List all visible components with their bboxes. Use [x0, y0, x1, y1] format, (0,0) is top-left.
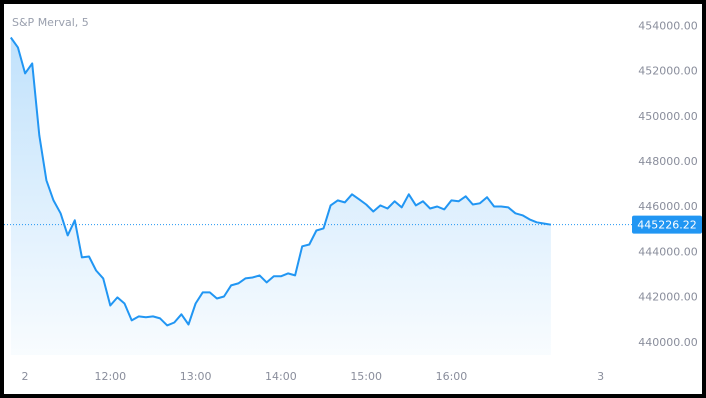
y-tick-label: 450000.00: [638, 110, 698, 123]
x-tick-label: 14:00: [265, 370, 297, 383]
x-tick-label: 2: [22, 370, 29, 383]
last-price-badge: [632, 215, 702, 234]
area: [10, 37, 551, 355]
y-tick-label: 446000.00: [638, 200, 698, 213]
y-tick-label: 448000.00: [638, 155, 698, 168]
y-tick-label: 444000.00: [638, 245, 698, 258]
y-tick-label: 452000.00: [638, 65, 698, 78]
y-tick-label: 440000.00: [638, 336, 698, 349]
x-tick-label: 15:00: [350, 370, 382, 383]
chart-title: S&P Merval, 5: [12, 16, 89, 29]
last-price-label: 445226.22: [637, 219, 697, 232]
x-tick-label: 13:00: [180, 370, 212, 383]
line: [9, 36, 552, 327]
y-tick-label: 454000.00: [638, 19, 698, 32]
x-tick-label: 16:00: [436, 370, 468, 383]
x-tick-label: 3: [597, 370, 604, 383]
x-tick-label: 12:00: [94, 370, 126, 383]
y-tick-label: 442000.00: [638, 291, 698, 304]
